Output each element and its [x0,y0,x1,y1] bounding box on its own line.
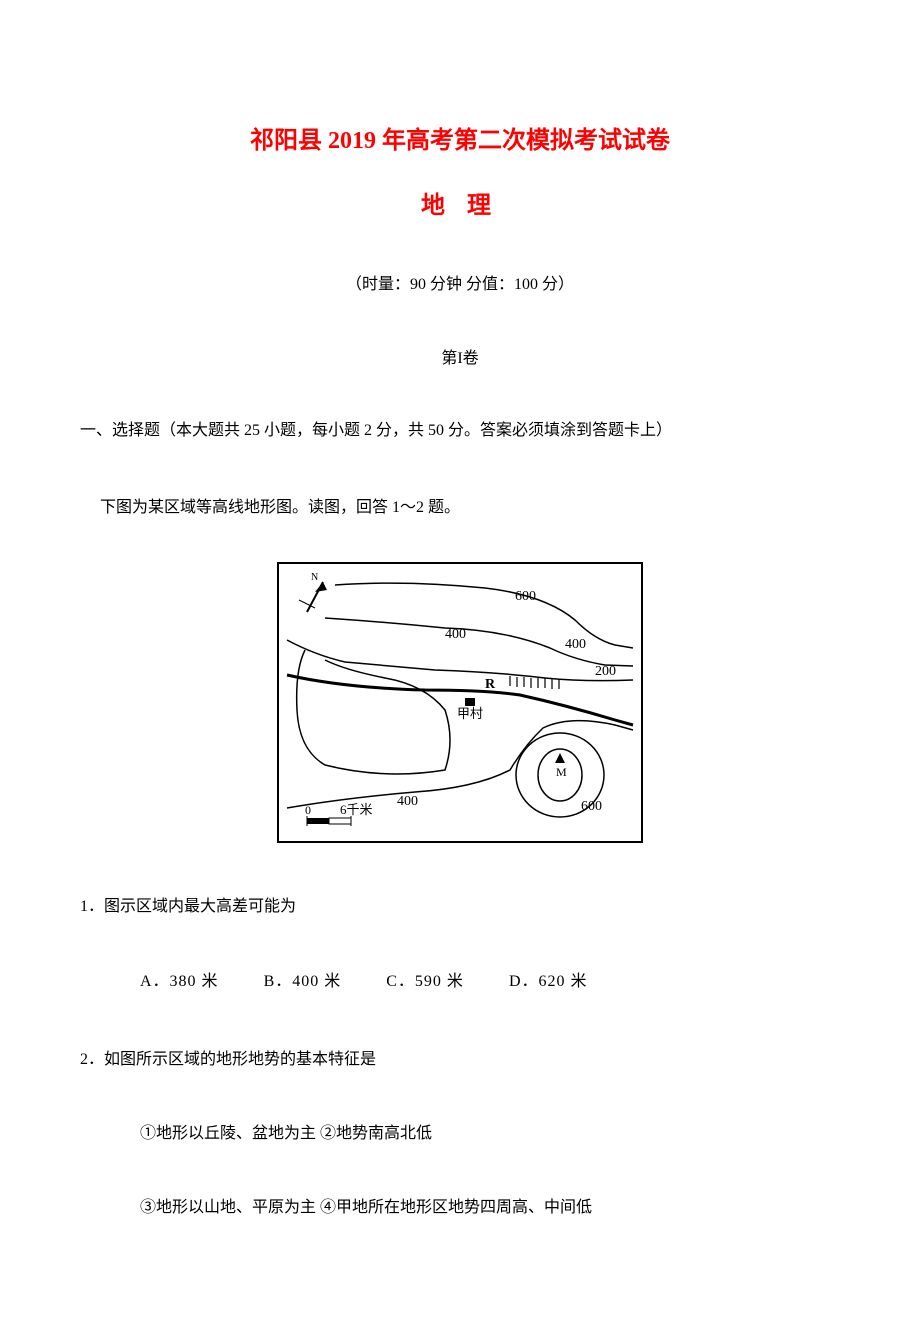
svg-text:N: N [311,572,318,583]
q1-option-a: A．380 米 [140,967,219,991]
contour-label-400c: 400 [397,794,418,809]
svg-text:M: M [556,765,567,779]
exam-subject: 地 理 [80,185,840,220]
svg-text:6千米: 6千米 [340,802,373,817]
exam-meta: （时量：90 分钟 分值：100 分） [80,270,840,294]
question-2-items-12: ①地形以丘陵、盆地为主 ②地势南高北低 [80,1120,840,1149]
river-label: R [485,677,496,692]
figure-prompt: 下图为某区域等高线地形图。读图，回答 1～2 题。 [80,494,840,523]
figure-frame: N 600 400 400 200 R [277,562,643,843]
question-2-stem: 2．如图所示区域的地形地势的基本特征是 [80,1046,840,1075]
question-1-stem: 1．图示区域内最大高差可能为 [80,893,840,922]
section-label: 第I卷 [80,344,840,368]
contour-label-600b: 600 [581,799,602,814]
question-1-options: A．380 米 B．400 米 C．590 米 D．620 米 [80,967,840,991]
figure-container: N 600 400 400 200 R [80,562,840,843]
contour-label-400a: 400 [445,627,466,642]
svg-text:甲村: 甲村 [457,706,483,721]
q1-option-c: C．590 米 [386,967,464,991]
contour-label-200: 200 [595,664,616,679]
section-instruction: 一、选择题（本大题共 25 小题，每小题 2 分，共 50 分。答案必须填涂到答… [80,418,840,444]
q1-option-d: D．620 米 [509,967,588,991]
contour-map: N 600 400 400 200 R [285,570,635,830]
q1-option-b: B．400 米 [264,967,342,991]
question-2-items-34: ③地形以山地、平原为主 ④甲地所在地形区地势四周高、中间低 [80,1194,840,1223]
contour-label-400b: 400 [565,637,586,652]
exam-title: 祁阳县 2019 年高考第二次模拟考试试卷 [80,120,840,155]
svg-text:0: 0 [305,803,311,817]
contour-label-600a: 600 [515,589,536,604]
